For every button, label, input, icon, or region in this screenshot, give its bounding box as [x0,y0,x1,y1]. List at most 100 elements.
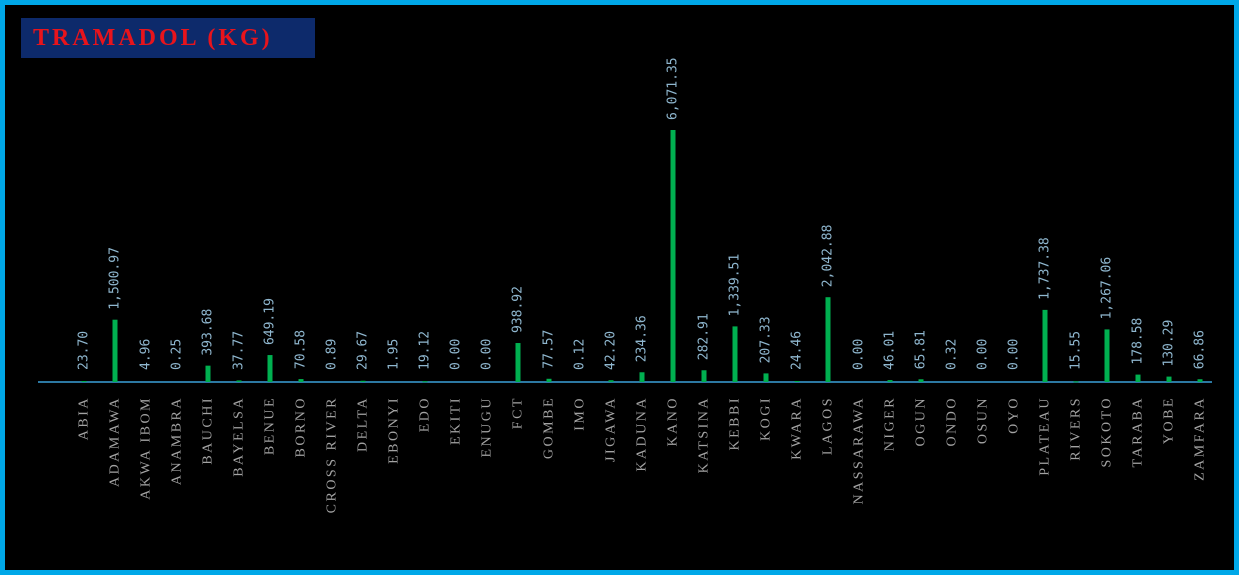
bar-zamfara [1197,379,1203,382]
bar-adamawa [112,319,118,382]
category-label: BORNO [294,396,309,458]
category-label: KATSINA [697,396,712,473]
bar-benue [267,355,273,382]
bar-delta [360,380,366,382]
value-label: 282.91 [697,313,712,360]
value-label: 29.67 [356,331,371,370]
value-label: 0.00 [1007,339,1022,370]
bar-gombe [546,378,552,382]
bar-kogi [763,373,769,382]
value-label: 15.55 [1069,331,1084,370]
category-label: NASSARAWA [852,396,867,505]
bar-fct [515,343,521,382]
value-label: 65.81 [914,330,929,369]
value-label: 23.70 [77,331,92,370]
value-label: 37.77 [232,331,247,370]
value-label: 42.20 [604,331,619,370]
value-label: 2,042.88 [821,225,836,288]
value-label: 938.92 [511,286,526,333]
category-label: EKITI [449,396,464,445]
category-label: SOKOTO [1100,396,1115,468]
value-label: 1,500.97 [108,247,123,310]
category-label: ENUGU [480,396,495,458]
value-label: 6,071.35 [666,57,681,120]
bar-ogun [918,379,924,382]
category-label: IMO [573,396,588,431]
bar-edo [422,381,428,383]
value-label: 24.46 [790,331,805,370]
bar-lagos [825,297,831,382]
value-label: 46.01 [883,331,898,370]
value-label: 0.00 [976,339,991,370]
category-label: NIGER [883,396,898,451]
category-label: KWARA [790,396,805,460]
value-label: 130.29 [1162,320,1177,367]
category-label: GOMBE [542,396,557,459]
value-label: 0.32 [945,339,960,370]
category-label: BAUCHI [201,396,216,465]
category-label: ZAMFARA [1193,396,1208,481]
category-label: EDO [418,396,433,432]
category-label: AKWA IBOM [139,396,154,500]
category-label: PLATEAU [1038,396,1053,476]
bar-jigawa [608,380,614,382]
bar-bayelsa [236,380,242,382]
value-label: 66.86 [1193,330,1208,369]
value-label: 4.96 [139,339,154,370]
bar-kwara [794,380,800,382]
category-label: TARABA [1131,396,1146,467]
category-label: FCT [511,396,526,429]
value-label: 234.36 [635,315,650,362]
value-label: 0.00 [449,339,464,370]
category-label: EBONYI [387,396,402,464]
bar-sokoto [1104,329,1110,382]
value-label: 1,737.38 [1038,237,1053,300]
category-label: KEBBI [728,396,743,451]
bar-borno [298,379,304,382]
chart-title: TRAMADOL (KG) [33,24,273,51]
category-label: KADUNA [635,396,650,472]
category-label: YOBE [1162,396,1177,444]
bar-kebbi [732,326,738,382]
bar-abia [81,381,87,383]
chart-title-box: TRAMADOL (KG) [21,18,315,58]
bar-taraba [1135,374,1141,382]
value-label: 1.95 [387,339,402,370]
category-label: RIVERS [1069,396,1084,461]
category-label: ANAMBRA [170,396,185,485]
value-label: 1,339.51 [728,254,743,317]
category-label: KANO [666,396,681,446]
value-label: 649.19 [263,298,278,345]
bar-bauchi [205,365,211,382]
category-label: LAGOS [821,396,836,455]
category-label: KOGI [759,396,774,441]
category-label: JIGAWA [604,396,619,462]
bar-katsina [701,370,707,382]
category-label: ABIA [77,396,92,440]
bar-plateau [1042,309,1048,382]
value-label: 178.58 [1131,318,1146,365]
bar-kaduna [639,372,645,382]
category-label: CROSS RIVER [325,396,340,513]
bar-yobe [1166,376,1172,382]
value-label: 1,267.06 [1100,257,1115,320]
category-label: OGUN [914,396,929,446]
value-label: 77.57 [542,330,557,369]
value-label: 19.12 [418,331,433,370]
category-label: DELTA [356,396,371,452]
value-label: 0.25 [170,339,185,370]
category-label: OSUN [976,396,991,444]
category-label: ONDO [945,396,960,446]
category-label: OYO [1007,396,1022,434]
value-label: 0.89 [325,339,340,370]
category-label: ADAMAWA [108,396,123,487]
value-label: 0.12 [573,339,588,370]
category-label: BAYELSA [232,396,247,477]
bar-kano [670,130,676,382]
bar-niger [887,380,893,382]
value-label: 70.58 [294,330,309,369]
value-label: 393.68 [201,309,216,356]
bar-rivers [1073,381,1079,383]
